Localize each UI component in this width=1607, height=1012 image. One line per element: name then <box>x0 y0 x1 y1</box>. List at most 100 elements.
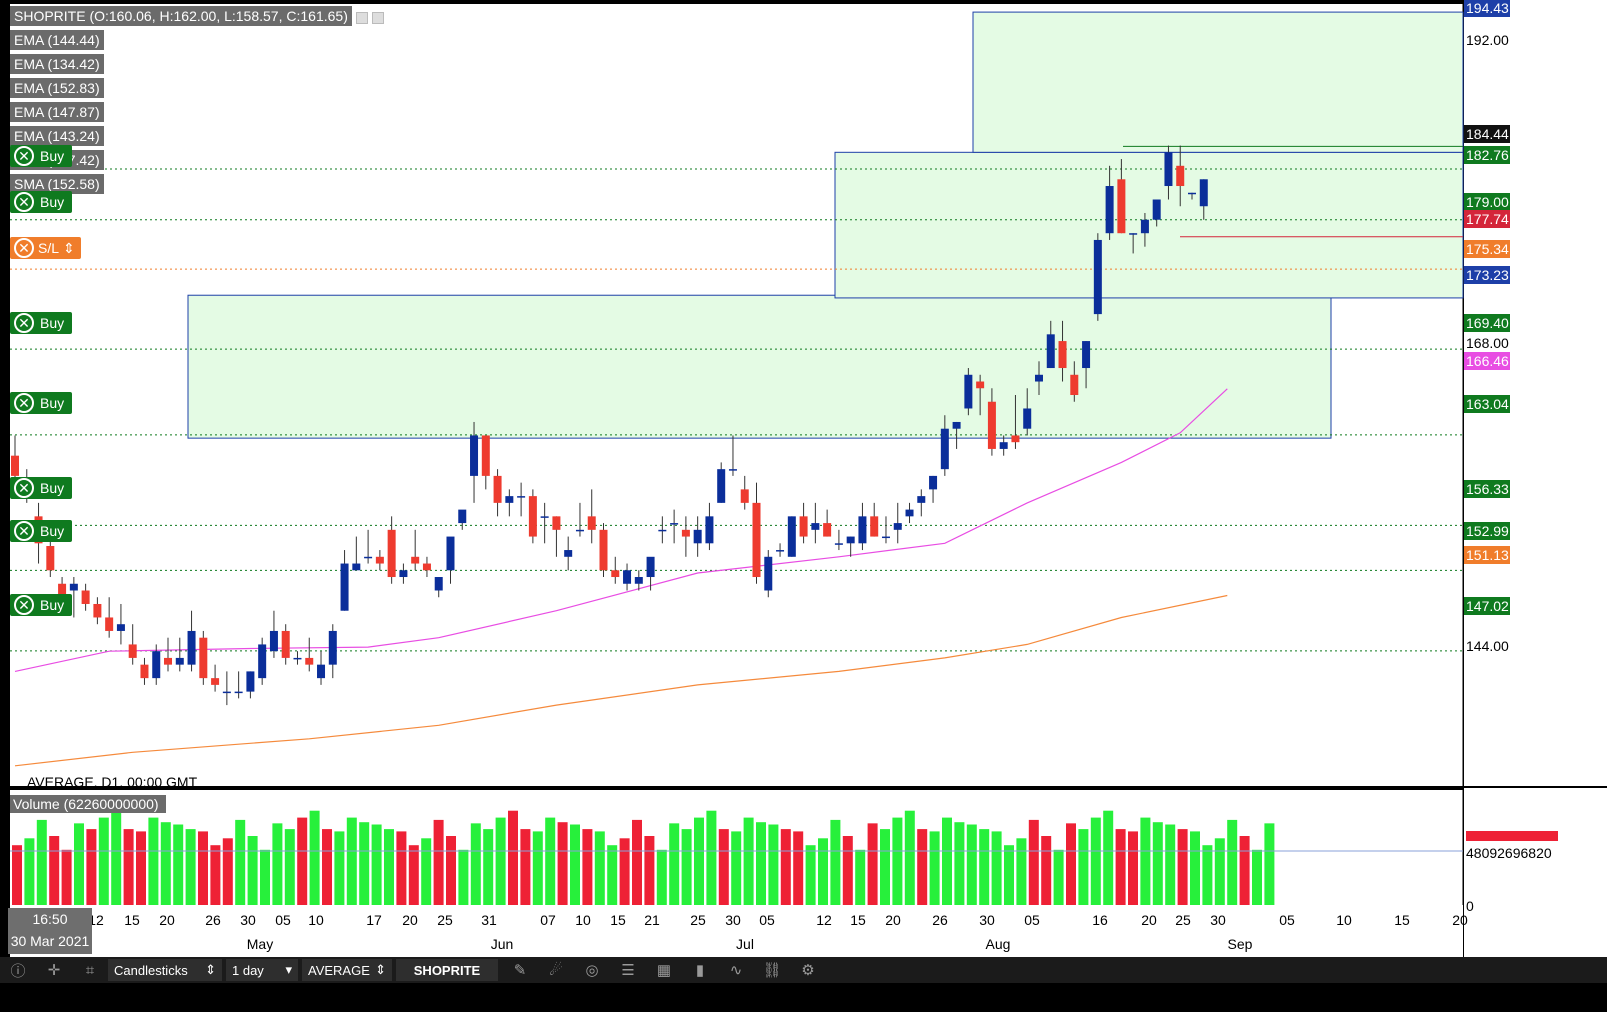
order-label[interactable]: ✕ Buy <box>10 477 73 499</box>
close-order-icon[interactable]: ✕ <box>14 192 34 212</box>
bars-icon[interactable]: ▮ <box>695 962 705 979</box>
candle-body <box>140 664 149 679</box>
eye-slash-icon[interactable]: ◎ <box>585 962 599 979</box>
candle-body <box>799 516 808 537</box>
symbol-select[interactable]: SHOPRITE <box>396 959 498 981</box>
volume-bar <box>793 831 804 905</box>
stop-loss-order-tag[interactable]: ✕ S/L ⇕ <box>10 237 81 259</box>
candle-body <box>776 550 785 552</box>
close-order-icon[interactable]: ✕ <box>14 521 34 541</box>
close-order-icon[interactable]: ✕ <box>14 238 34 258</box>
time-tick-label: 05 <box>1024 912 1040 928</box>
candle-body <box>128 644 137 658</box>
close-order-icon[interactable]: ✕ <box>14 146 34 166</box>
volume-bar <box>1004 845 1014 905</box>
close-order-icon[interactable]: ✕ <box>14 478 34 498</box>
buy-order-tag[interactable]: ✕ Buy <box>10 312 73 334</box>
buy-order-tag[interactable]: ✕ Buy <box>10 520 73 542</box>
time-tick-label: 31 <box>481 912 497 928</box>
template-select[interactable]: AVERAGE ⇕ <box>302 959 392 981</box>
minimize-icon[interactable] <box>355 12 368 24</box>
volume-bar <box>24 838 35 905</box>
grid-icon[interactable]: ▦ <box>656 962 672 979</box>
indicator-label[interactable]: EMA (143.24) <box>10 126 104 146</box>
price-tag: 179.00 <box>1464 193 1510 211</box>
buy-order-tag[interactable]: ✕ Buy <box>10 392 73 414</box>
candle-body <box>575 529 584 532</box>
price-tag: 156.33 <box>1464 480 1510 498</box>
chart-type-select[interactable]: Candlesticks ⇕ <box>108 959 222 981</box>
order-label[interactable]: ✕ Buy <box>10 594 73 616</box>
price-tag-bg <box>1464 314 1510 332</box>
order-label[interactable]: ✕ Buy <box>10 392 73 414</box>
indicator-label[interactable]: EMA (144.44) <box>10 30 104 50</box>
close-order-icon[interactable]: ✕ <box>14 595 34 615</box>
timeframe-select[interactable]: 1 day ▾ <box>226 959 298 981</box>
candle-body <box>658 529 667 532</box>
candle-body <box>458 509 467 524</box>
pen-icon[interactable]: ✎ <box>513 962 527 979</box>
candle-body <box>976 381 985 389</box>
volume-bar <box>892 817 903 905</box>
candle-body <box>58 583 67 598</box>
info-icon[interactable]: ⓘ <box>10 962 26 980</box>
indicator-label[interactable]: EMA (134.42) <box>10 54 104 74</box>
candle-body <box>387 529 396 578</box>
buy-order-tag[interactable]: ✕ Buy <box>10 594 73 616</box>
indicator-row: EMA (144.44) <box>10 30 384 54</box>
volume-bar <box>904 810 915 905</box>
candle-body <box>211 678 220 685</box>
line-chart-icon[interactable]: ∿ <box>729 962 743 979</box>
ema-line <box>14 388 1228 672</box>
volume-bar <box>446 836 456 905</box>
indicator-label[interactable]: EMA (147.87) <box>10 102 104 122</box>
time-axis-background <box>10 907 1463 957</box>
order-type-label: Buy <box>40 194 65 210</box>
candle-body <box>693 529 702 544</box>
candle-body <box>411 556 420 564</box>
volume-bar <box>1202 845 1213 905</box>
close-order-icon[interactable]: ✕ <box>14 393 34 413</box>
crop-icon[interactable]: ⌗ <box>85 961 95 979</box>
time-tick-label: 26 <box>932 912 948 928</box>
bottom-strip <box>0 983 1607 1007</box>
drag-arrow-icon[interactable]: ⇕ <box>63 239 75 256</box>
time-tick-label: 21 <box>644 912 660 928</box>
list-icon[interactable]: ☰ <box>621 962 635 979</box>
price-axis-background <box>1464 0 1607 957</box>
order-label[interactable]: ✕ Buy <box>10 520 73 542</box>
buy-order-tag[interactable]: ✕ Buy <box>10 145 73 167</box>
volume-bar <box>1053 849 1064 905</box>
order-label[interactable]: ✕ Buy <box>10 191 73 213</box>
buy-order-tag[interactable]: ✕ Buy <box>10 477 73 499</box>
buy-order-tag[interactable]: ✕ Buy <box>10 191 73 213</box>
volume-bar <box>756 822 766 905</box>
order-label[interactable]: ✕ S/L ⇕ <box>10 237 81 259</box>
volume-bar <box>123 829 134 905</box>
brush-icon[interactable]: ☄ <box>549 962 563 979</box>
indicator-label[interactable]: SMA (152.58) <box>10 174 104 194</box>
volume-bar <box>607 845 618 905</box>
order-label[interactable]: ✕ Buy <box>10 145 73 167</box>
crosshair-icon[interactable]: ✛ <box>47 962 61 979</box>
indicator-label[interactable]: EMA (152.83) <box>10 78 104 98</box>
order-type-label: Buy <box>40 523 65 539</box>
link-icon[interactable]: ⛓ <box>762 962 782 979</box>
candle-body <box>222 691 231 694</box>
gear-icon[interactable]: ⚙ <box>801 962 815 979</box>
price-tag: 163.04 <box>1464 395 1510 413</box>
candle-body <box>105 617 114 631</box>
candle-body <box>611 570 620 578</box>
volume-bar <box>36 819 47 905</box>
price-tag-text: 175.34 <box>1466 241 1509 257</box>
settings-icon[interactable] <box>371 12 384 24</box>
close-order-icon[interactable]: ✕ <box>14 313 34 333</box>
time-tick-label: 05 <box>1279 912 1295 928</box>
volume-bar <box>61 849 72 905</box>
volume-bar <box>1239 836 1250 905</box>
volume-bar <box>136 831 146 905</box>
candle-body <box>258 644 267 679</box>
order-label[interactable]: ✕ Buy <box>10 312 73 334</box>
